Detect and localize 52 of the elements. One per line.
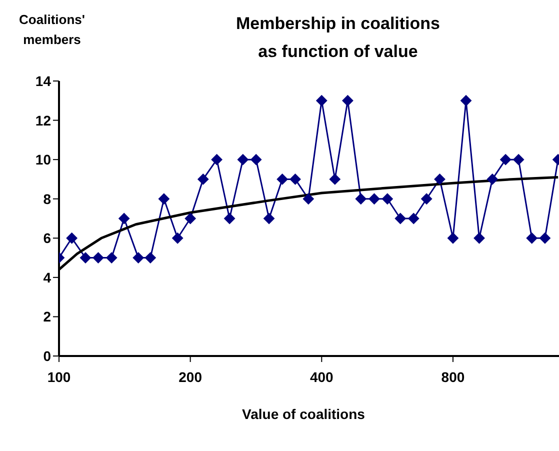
point [144, 252, 156, 264]
point [382, 193, 393, 204]
y-tick-label: 12 [35, 112, 52, 128]
point [250, 154, 262, 166]
point [355, 193, 366, 204]
point [198, 174, 209, 185]
y-tick-label: 4 [43, 269, 52, 286]
point [447, 232, 458, 244]
point [434, 174, 446, 185]
x-tick-label: 400 [310, 368, 334, 385]
point [276, 174, 288, 185]
point [106, 252, 118, 264]
chart-title: Membership in coalitions as function of value [234, 13, 442, 63]
y-tick-label: 2 [43, 308, 52, 325]
point [66, 232, 78, 244]
point [172, 232, 184, 244]
point [264, 213, 275, 224]
x-tick-label: 100 [47, 368, 71, 385]
y-tick-label: 14 [35, 72, 52, 89]
point [460, 95, 472, 106]
point [526, 232, 538, 244]
point [421, 193, 432, 204]
point [316, 95, 328, 106]
x-axis-title: Value of coalitions [241, 406, 366, 422]
point [368, 193, 380, 204]
point [118, 213, 130, 224]
point [329, 174, 340, 185]
point [211, 154, 222, 166]
point [290, 174, 301, 185]
y-tick-label: 8 [43, 190, 52, 207]
point [80, 252, 91, 264]
point [237, 154, 248, 166]
point [92, 252, 104, 264]
x-tick-label: 200 [178, 368, 202, 385]
point [513, 154, 524, 166]
point [342, 95, 354, 106]
point [474, 232, 485, 244]
point [408, 213, 420, 224]
x-tick-label: 800 [441, 368, 465, 385]
y-tick-label: 0 [43, 348, 52, 364]
point [394, 213, 406, 224]
y-tick-label: 10 [35, 152, 52, 168]
point [158, 193, 170, 204]
y-axis-title: Coalitions' members [18, 11, 86, 49]
point [184, 213, 196, 224]
y-tick-label: 6 [43, 230, 52, 246]
point [302, 193, 314, 204]
point [224, 213, 236, 224]
point [539, 232, 550, 244]
point [132, 252, 144, 264]
point [500, 154, 512, 166]
point [486, 174, 498, 185]
